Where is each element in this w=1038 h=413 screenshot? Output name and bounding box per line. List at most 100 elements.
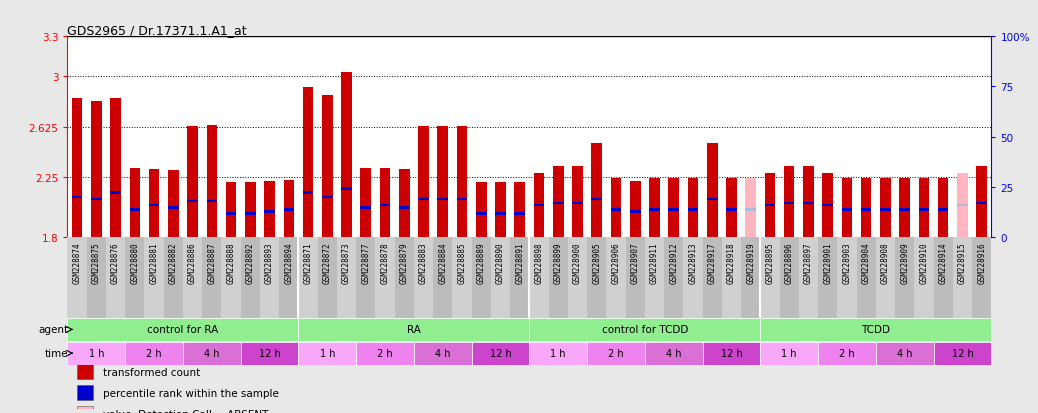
- Bar: [745, 208, 756, 211]
- Text: GSM228899: GSM228899: [553, 242, 563, 283]
- Bar: [856, 237, 876, 318]
- Bar: [77, 364, 93, 380]
- Bar: [226, 183, 237, 237]
- Text: GSM228871: GSM228871: [303, 242, 312, 283]
- Bar: [106, 237, 126, 318]
- Bar: [241, 237, 260, 318]
- Bar: [664, 237, 683, 318]
- Bar: [765, 204, 775, 207]
- Bar: [495, 212, 506, 215]
- Bar: [842, 179, 852, 237]
- Bar: [337, 237, 356, 318]
- Bar: [822, 204, 832, 207]
- Text: GSM228898: GSM228898: [535, 242, 544, 283]
- Text: GSM228874: GSM228874: [73, 242, 82, 283]
- Bar: [760, 318, 991, 341]
- Text: GSM228886: GSM228886: [188, 242, 197, 283]
- Bar: [953, 237, 972, 318]
- Bar: [183, 237, 202, 318]
- Bar: [437, 127, 448, 237]
- Text: GSM228880: GSM228880: [131, 242, 139, 283]
- Bar: [933, 237, 953, 318]
- Bar: [645, 342, 703, 365]
- Bar: [399, 206, 410, 209]
- Text: GSM228900: GSM228900: [573, 242, 582, 283]
- Bar: [299, 318, 529, 341]
- Bar: [977, 202, 987, 205]
- Bar: [838, 237, 856, 318]
- Text: GSM228877: GSM228877: [361, 242, 371, 283]
- Text: GSM228910: GSM228910: [920, 242, 928, 283]
- Bar: [279, 237, 299, 318]
- Bar: [265, 210, 275, 213]
- Bar: [799, 237, 818, 318]
- Bar: [433, 237, 453, 318]
- Text: GSM228888: GSM228888: [226, 242, 236, 283]
- Bar: [822, 173, 832, 237]
- Bar: [72, 196, 82, 199]
- Bar: [356, 342, 414, 365]
- Bar: [221, 237, 241, 318]
- Text: agent: agent: [38, 325, 69, 335]
- Bar: [572, 167, 582, 237]
- Bar: [471, 237, 491, 318]
- Bar: [148, 169, 160, 237]
- Text: 4 h: 4 h: [897, 348, 912, 358]
- Text: 12 h: 12 h: [952, 348, 974, 358]
- Bar: [707, 198, 717, 201]
- Bar: [727, 179, 737, 237]
- Bar: [784, 167, 794, 237]
- Text: time: time: [45, 348, 69, 358]
- Bar: [683, 237, 703, 318]
- Text: 2 h: 2 h: [839, 348, 854, 358]
- Bar: [457, 127, 467, 237]
- Bar: [588, 237, 606, 318]
- Bar: [568, 237, 588, 318]
- Bar: [241, 342, 299, 365]
- Bar: [418, 127, 429, 237]
- Bar: [668, 208, 679, 211]
- Bar: [688, 179, 699, 237]
- Bar: [529, 237, 549, 318]
- Bar: [437, 198, 448, 201]
- Text: RA: RA: [407, 325, 420, 335]
- Text: GSM228891: GSM228891: [515, 242, 524, 283]
- Text: 1 h: 1 h: [88, 348, 104, 358]
- Text: GSM228875: GSM228875: [91, 242, 101, 283]
- Text: GSM228878: GSM228878: [381, 242, 389, 283]
- Bar: [360, 206, 371, 209]
- Bar: [784, 202, 794, 205]
- Bar: [919, 179, 929, 237]
- Bar: [914, 237, 933, 318]
- Bar: [592, 198, 602, 201]
- Bar: [760, 237, 780, 318]
- Bar: [168, 171, 179, 237]
- Bar: [534, 173, 544, 237]
- Bar: [67, 342, 126, 365]
- Bar: [899, 179, 910, 237]
- Bar: [476, 183, 487, 237]
- Bar: [77, 385, 93, 400]
- Text: GSM228876: GSM228876: [111, 242, 120, 283]
- Bar: [453, 237, 471, 318]
- Bar: [226, 212, 237, 215]
- Bar: [130, 208, 140, 211]
- Bar: [842, 208, 852, 211]
- Bar: [727, 208, 737, 211]
- Bar: [299, 342, 356, 365]
- Text: GSM228913: GSM228913: [688, 242, 698, 283]
- Bar: [510, 237, 529, 318]
- Bar: [957, 173, 967, 237]
- Bar: [471, 342, 529, 365]
- Text: 2 h: 2 h: [146, 348, 162, 358]
- Text: GSM228903: GSM228903: [843, 242, 851, 283]
- Bar: [322, 96, 332, 237]
- Bar: [703, 342, 760, 365]
- Text: GSM228904: GSM228904: [862, 242, 871, 283]
- Bar: [418, 198, 429, 201]
- Text: GSM228879: GSM228879: [400, 242, 409, 283]
- Bar: [126, 342, 183, 365]
- Bar: [645, 237, 664, 318]
- Bar: [515, 212, 525, 215]
- Text: 2 h: 2 h: [608, 348, 624, 358]
